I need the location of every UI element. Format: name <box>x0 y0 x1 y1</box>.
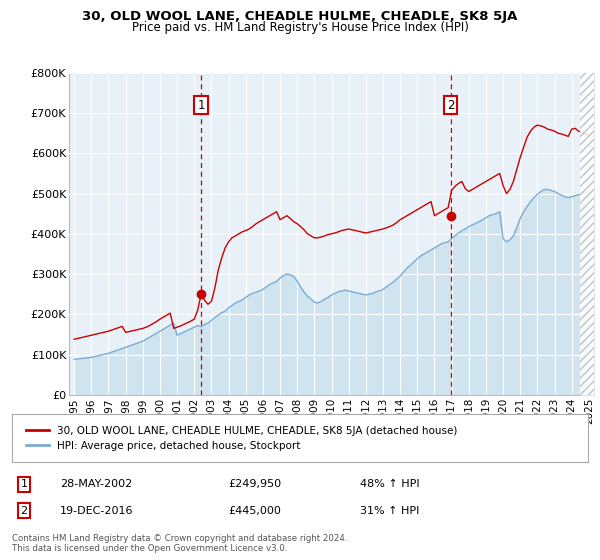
Legend: 30, OLD WOOL LANE, CHEADLE HULME, CHEADLE, SK8 5JA (detached house), HPI: Averag: 30, OLD WOOL LANE, CHEADLE HULME, CHEADL… <box>23 422 461 454</box>
Text: 30, OLD WOOL LANE, CHEADLE HULME, CHEADLE, SK8 5JA: 30, OLD WOOL LANE, CHEADLE HULME, CHEADL… <box>82 10 518 22</box>
Text: 1: 1 <box>20 479 28 489</box>
Text: 28-MAY-2002: 28-MAY-2002 <box>60 479 132 489</box>
Text: 31% ↑ HPI: 31% ↑ HPI <box>360 506 419 516</box>
Text: £445,000: £445,000 <box>228 506 281 516</box>
Text: Contains HM Land Registry data © Crown copyright and database right 2024.
This d: Contains HM Land Registry data © Crown c… <box>12 534 347 553</box>
Text: 48% ↑ HPI: 48% ↑ HPI <box>360 479 419 489</box>
Text: 2: 2 <box>447 99 454 111</box>
Text: £249,950: £249,950 <box>228 479 281 489</box>
Text: 19-DEC-2016: 19-DEC-2016 <box>60 506 133 516</box>
Text: 1: 1 <box>197 99 205 111</box>
Text: Price paid vs. HM Land Registry's House Price Index (HPI): Price paid vs. HM Land Registry's House … <box>131 21 469 34</box>
Text: 2: 2 <box>20 506 28 516</box>
Bar <box>580 73 594 395</box>
